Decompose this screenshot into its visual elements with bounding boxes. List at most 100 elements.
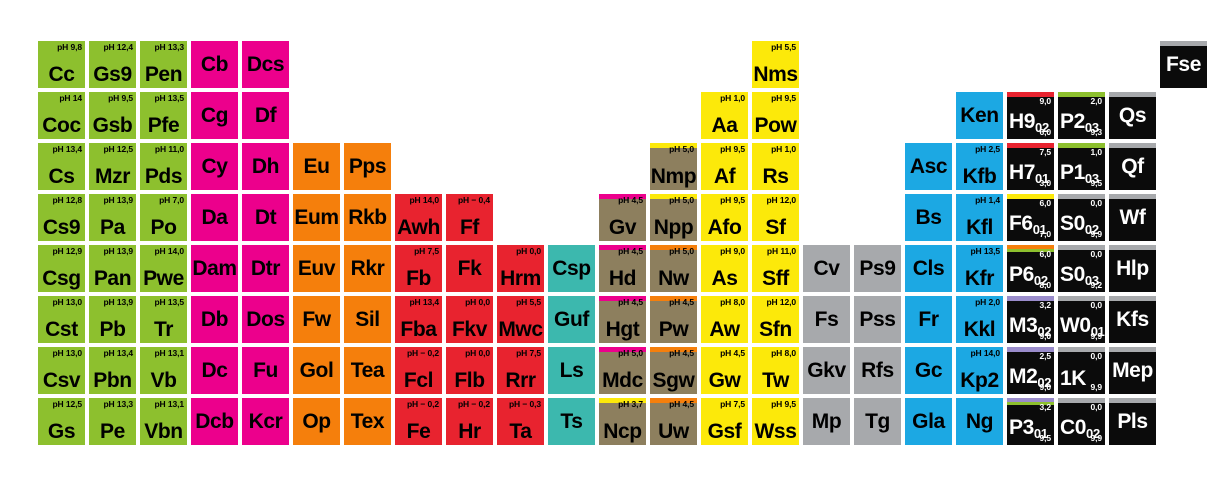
element-cell-hr[interactable]: pH − 0,2 Hr [446,398,493,445]
element-cell-wf[interactable]: Wf [1109,194,1156,241]
element-cell-po[interactable]: pH 7,0 Po [140,194,187,241]
element-cell-eum[interactable]: Eum [293,194,340,241]
element-cell-csg[interactable]: pH 12,9 Csg [38,245,85,292]
element-cell-pfe[interactable]: pH 13,5 Pfe [140,92,187,139]
element-cell-da[interactable]: Da [191,194,238,241]
element-cell-vbn[interactable]: pH 13,1 Vbn [140,398,187,445]
element-cell-h9[interactable]: 9,0 6,0 H902 [1007,92,1054,139]
element-cell-mdc[interactable]: pH 5,0 Mdc [599,347,646,394]
element-cell-mep[interactable]: Mep [1109,347,1156,394]
element-cell-qs[interactable]: Qs [1109,92,1156,139]
element-cell-f6[interactable]: 6,0 7,0 F601 [1007,194,1054,241]
element-cell-fe[interactable]: pH − 0,2 Fe [395,398,442,445]
element-cell-dcb[interactable]: Dcb [191,398,238,445]
element-cell-pls[interactable]: Pls [1109,398,1156,445]
element-cell-pss[interactable]: Pss [854,296,901,343]
element-cell-fkv[interactable]: pH 0,0 Fkv [446,296,493,343]
element-cell-vb[interactable]: pH 13,1 Vb [140,347,187,394]
element-cell-as[interactable]: pH 9,0 As [701,245,748,292]
element-cell-1k[interactable]: 0,0 9,9 1K [1058,347,1105,394]
element-cell-sfn[interactable]: pH 12,0 Sfn [752,296,799,343]
element-cell-rrr[interactable]: pH 7,5 Rrr [497,347,544,394]
element-cell-pbn[interactable]: pH 13,4 Pbn [89,347,136,394]
element-cell-pa[interactable]: pH 13,9 Pa [89,194,136,241]
element-cell-db[interactable]: Db [191,296,238,343]
element-cell-gol[interactable]: Gol [293,347,340,394]
element-cell-ng[interactable]: Ng [956,398,1003,445]
element-cell-m3[interactable]: 3,2 9,0 M302 [1007,296,1054,343]
element-cell-p3[interactable]: 3,2 9,5 P301 [1007,398,1054,445]
element-cell-af[interactable]: pH 9,5 Af [701,143,748,190]
element-cell-kfs[interactable]: Kfs [1109,296,1156,343]
element-cell-cs[interactable]: pH 13,4 Cs [38,143,85,190]
element-cell-fr[interactable]: Fr [905,296,952,343]
element-cell-rkr[interactable]: Rkr [344,245,391,292]
element-cell-fba[interactable]: pH 13,4 Fba [395,296,442,343]
element-cell-pw[interactable]: pH 4,5 Pw [650,296,697,343]
element-cell-p1[interactable]: 1,0 9,5 P103 [1058,143,1105,190]
element-cell-ken[interactable]: Ken [956,92,1003,139]
element-cell-rs[interactable]: pH 1,0 Rs [752,143,799,190]
element-cell-s0[interactable]: 0,0 9,2 S003 [1058,245,1105,292]
element-cell-csv[interactable]: pH 13,0 Csv [38,347,85,394]
element-cell-npp[interactable]: pH 5,0 Npp [650,194,697,241]
element-cell-csp[interactable]: Csp [548,245,595,292]
element-cell-mzr[interactable]: pH 12,5 Mzr [89,143,136,190]
element-cell-cy[interactable]: Cy [191,143,238,190]
element-cell-uw[interactable]: pH 4,5 Uw [650,398,697,445]
element-cell-gv[interactable]: pH 4,5 Gv [599,194,646,241]
element-cell-fse[interactable]: Fse [1160,41,1207,88]
element-cell-s0[interactable]: 0,0 9,9 S002 [1058,194,1105,241]
element-cell-pb[interactable]: pH 13,9 Pb [89,296,136,343]
element-cell-h7[interactable]: 7,5 3,0 H701 [1007,143,1054,190]
element-cell-sil[interactable]: Sil [344,296,391,343]
element-cell-tw[interactable]: pH 8,0 Tw [752,347,799,394]
element-cell-dtr[interactable]: Dtr [242,245,289,292]
element-cell-cs9[interactable]: pH 12,8 Cs9 [38,194,85,241]
element-cell-tg[interactable]: Tg [854,398,901,445]
element-cell-df[interactable]: Df [242,92,289,139]
element-cell-hd[interactable]: pH 4,5 Hd [599,245,646,292]
element-cell-nw[interactable]: pH 5,0 Nw [650,245,697,292]
element-cell-kkl[interactable]: pH 2,0 Kkl [956,296,1003,343]
element-cell-ps9[interactable]: Ps9 [854,245,901,292]
element-cell-mwc[interactable]: pH 5,5 Mwc [497,296,544,343]
element-cell-dam[interactable]: Dam [191,245,238,292]
element-cell-cls[interactable]: Cls [905,245,952,292]
element-cell-cc[interactable]: pH 9,8 Cc [38,41,85,88]
element-cell-ls[interactable]: Ls [548,347,595,394]
element-cell-gla[interactable]: Gla [905,398,952,445]
element-cell-wss[interactable]: pH 9,5 Wss [752,398,799,445]
element-cell-gs9[interactable]: pH 12,4 Gs9 [89,41,136,88]
element-cell-hrm[interactable]: pH 0,0 Hrm [497,245,544,292]
element-cell-dcs[interactable]: Dcs [242,41,289,88]
element-cell-qf[interactable]: Qf [1109,143,1156,190]
element-cell-awh[interactable]: pH 14,0 Awh [395,194,442,241]
element-cell-kp2[interactable]: pH 14,0 Kp2 [956,347,1003,394]
element-cell-cb[interactable]: Cb [191,41,238,88]
element-cell-gsb[interactable]: pH 9,5 Gsb [89,92,136,139]
element-cell-fu[interactable]: Fu [242,347,289,394]
element-cell-kfl[interactable]: pH 1,4 Kfl [956,194,1003,241]
element-cell-pwe[interactable]: pH 14,0 Pwe [140,245,187,292]
element-cell-tr[interactable]: pH 13,5 Tr [140,296,187,343]
element-cell-pen[interactable]: pH 13,3 Pen [140,41,187,88]
element-cell-m2[interactable]: 2,5 9,0 M202 [1007,347,1054,394]
element-cell-dt[interactable]: Dt [242,194,289,241]
element-cell-cg[interactable]: Cg [191,92,238,139]
element-cell-bs[interactable]: Bs [905,194,952,241]
element-cell-ncp[interactable]: pH 3,7 Ncp [599,398,646,445]
element-cell-gs[interactable]: pH 12,5 Gs [38,398,85,445]
element-cell-sgw[interactable]: pH 4,5 Sgw [650,347,697,394]
element-cell-gw[interactable]: pH 4,5 Gw [701,347,748,394]
element-cell-kfr[interactable]: pH 13,5 Kfr [956,245,1003,292]
element-cell-rkb[interactable]: Rkb [344,194,391,241]
element-cell-tea[interactable]: Tea [344,347,391,394]
element-cell-tex[interactable]: Tex [344,398,391,445]
element-cell-ts[interactable]: Ts [548,398,595,445]
element-cell-euv[interactable]: Euv [293,245,340,292]
element-cell-afo[interactable]: pH 9,5 Afo [701,194,748,241]
element-cell-rfs[interactable]: Rfs [854,347,901,394]
element-cell-dh[interactable]: Dh [242,143,289,190]
element-cell-hlp[interactable]: Hlp [1109,245,1156,292]
